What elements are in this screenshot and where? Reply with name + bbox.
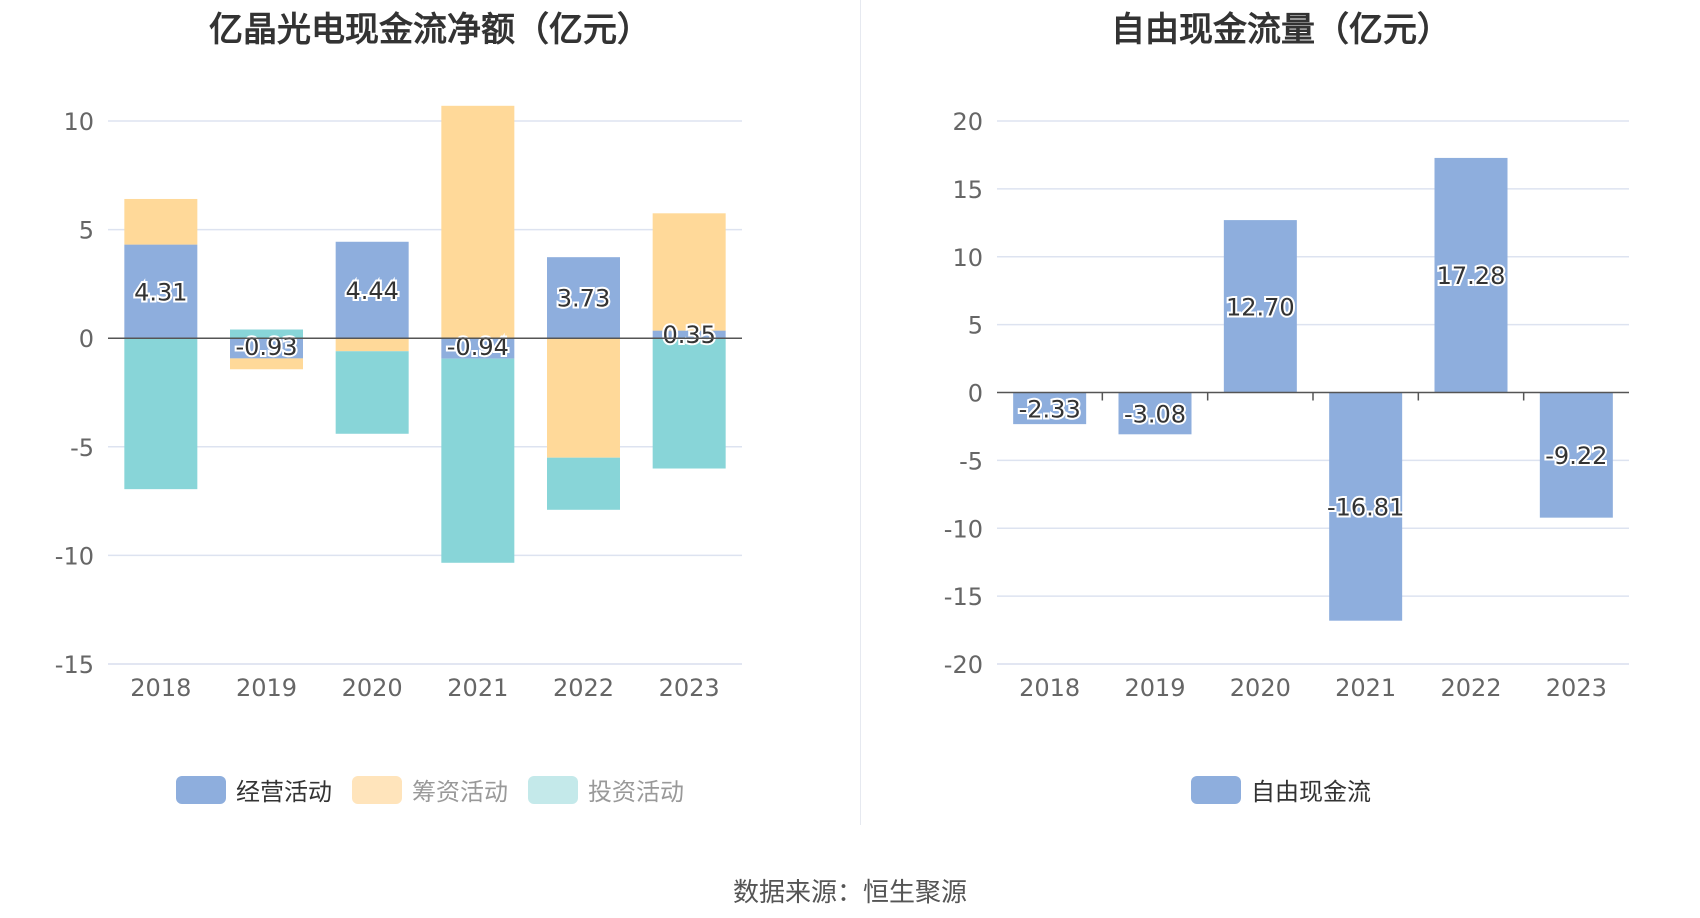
data-label: -0.93 [235,333,297,361]
free-cashflow-chart: 20 15 10 5 0 -5 -10 -15 -20 2018 -2.33 2019 -3.08 202… [944,108,1629,702]
x-tick-label: 2023 [659,674,720,702]
x-tick-label: 2020 [342,674,403,702]
bar-stack-1-2019 [230,358,303,370]
bar-primary-2023 [652,330,726,339]
y-tick-label: 10 [63,108,94,136]
cashflow-net-chart: 10 5 0 -5 -10 -15 2018 4.31 2019 -0.93 2020 4.44 202… [55,105,742,702]
x-tick-label: 2019 [236,674,297,702]
legend-label: 投资活动 [588,778,684,806]
x-tick-label: 2022 [1440,674,1501,702]
bar-primary-2023 [1539,392,1613,518]
bar-primary-2019 [230,338,303,359]
bar-stack-2-2021 [441,358,515,563]
y-tick-label: 15 [952,176,983,204]
bar-stack-1-2018 [124,198,198,245]
x-tick-label: 2018 [130,674,191,702]
data-label: -0.94 [447,333,509,361]
y-tick-label: 0 [968,380,983,408]
data-label: 17.28 [1437,262,1506,290]
legend-swatch [1191,775,1241,804]
bar-stack-2-2018 [124,338,198,490]
bar-stack-1-2023 [652,213,726,331]
bar-stack-1-2022 [547,338,620,458]
x-tick-label: 2022 [553,674,614,702]
y-tick-label: -5 [959,447,983,475]
data-label: 3.73 [557,285,610,313]
x-tick-label: 2019 [1124,674,1185,702]
x-tick-label: 2021 [447,674,508,702]
bar-stack-2-2019 [230,329,303,339]
legend-swatch [176,775,226,804]
legend-label: 筹资活动 [412,778,508,806]
y-tick-label: 0 [79,325,94,353]
y-tick-label: 5 [968,312,983,340]
data-label: 12.70 [1226,293,1295,321]
y-tick-label: -10 [55,542,94,570]
bar-primary-2022 [547,257,620,339]
y-tick-label: 5 [79,217,94,245]
data-label: -2.33 [1019,395,1081,423]
legend-item[interactable]: 投资活动 [528,772,684,807]
data-label: -16.81 [1327,494,1404,522]
bar-primary-2019 [1118,392,1192,435]
data-label: 4.31 [134,278,187,306]
data-label: -9.22 [1545,442,1607,470]
x-tick-label: 2018 [1019,674,1080,702]
free-cashflow-chart-panel: 自由现金流量（亿元） 20 15 10 5 0 -5 -10 -15 -20 2018 -2.33 2… [862,0,1700,830]
y-tick-label: -15 [55,651,94,679]
bar-primary-2018 [1013,392,1087,425]
bar-stack-2-2020 [335,351,409,434]
data-label: 4.44 [345,277,398,305]
y-tick-label: 20 [952,108,983,136]
y-tick-label: 10 [952,244,983,272]
bar-primary-2020 [1223,220,1297,393]
bar-stack-2-2023 [652,338,726,469]
y-tick-label: -20 [944,651,983,679]
legend-item[interactable]: 经营活动 [176,772,332,807]
bar-stack-1-2021 [441,105,515,339]
bar-primary-2020 [335,241,409,339]
x-tick-label: 2023 [1546,674,1607,702]
data-label: -3.08 [1124,400,1186,428]
legend-item[interactable]: 自由现金流 [1191,772,1371,807]
bar-primary-2021 [1329,392,1403,621]
legend-left: 经营活动 筹资活动 投资活动 [0,772,860,807]
legend-label: 自由现金流 [1251,778,1371,806]
bar-stack-1-2020 [335,338,409,352]
y-tick-label: -10 [944,515,983,543]
legend-item[interactable]: 筹资活动 [352,772,508,807]
legend-swatch [352,775,402,804]
bar-primary-2022 [1434,157,1508,393]
bar-stack-2-2022 [547,457,620,510]
data-source: 数据来源：恒生聚源 [732,878,967,908]
y-tick-label: -15 [944,583,983,611]
panel-divider [860,0,861,825]
x-tick-label: 2020 [1230,674,1291,702]
bar-primary-2021 [441,338,515,359]
legend-label: 经营活动 [236,778,332,806]
data-label: 0.35 [662,321,715,349]
y-tick-label: -5 [70,434,94,462]
bar-primary-2018 [124,244,198,339]
chart-title-right: 自由现金流量（亿元） [1111,10,1451,50]
legend-right: 自由现金流 [862,772,1700,807]
x-tick-label: 2021 [1335,674,1396,702]
cashflow-net-chart-panel: 亿晶光电现金流净额（亿元） 10 5 0 -5 -10 -15 2018 4.31 2019 -0… [0,0,860,830]
chart-title-left: 亿晶光电现金流净额（亿元） [209,10,651,50]
legend-swatch [528,775,578,804]
